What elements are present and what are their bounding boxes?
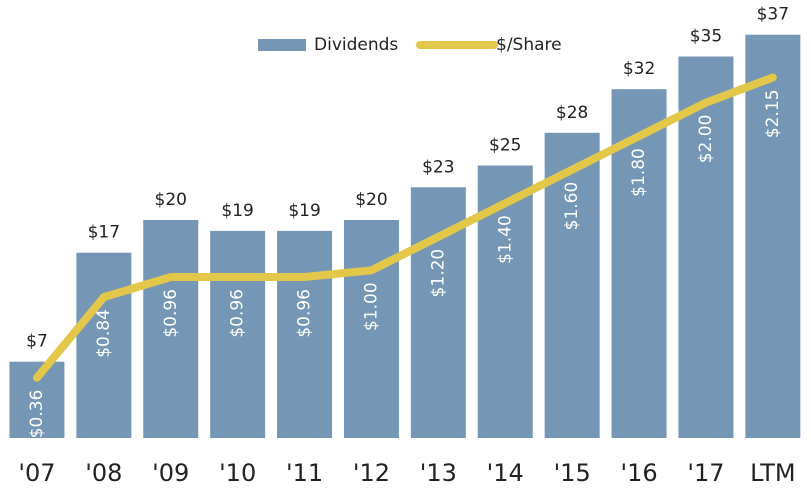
bar	[277, 230, 333, 438]
x-tick-label: '14	[487, 459, 524, 487]
bar-value-label: $32	[623, 59, 655, 79]
line-value-label: $1.40	[495, 215, 515, 264]
bar	[678, 56, 734, 438]
x-tick-label: '17	[687, 459, 724, 487]
line-value-label: $2.15	[763, 89, 783, 138]
x-tick-label: '08	[85, 459, 122, 487]
line-value-label: $1.60	[562, 182, 582, 231]
x-tick-label: '09	[152, 459, 189, 487]
bar	[210, 230, 266, 438]
bar	[544, 132, 600, 439]
line-value-label: $2.00	[696, 115, 716, 164]
line-value-label: $0.96	[161, 289, 181, 338]
line-value-label: $1.20	[428, 249, 448, 298]
x-tick-label: '16	[620, 459, 657, 487]
bar-value-label: $35	[690, 27, 722, 47]
x-tick-label: '13	[420, 459, 457, 487]
line-value-label: $0.96	[228, 289, 248, 338]
x-tick-label: '12	[353, 459, 390, 487]
line-value-label: $0.96	[295, 289, 315, 338]
legend-label: Dividends	[314, 35, 398, 55]
line-value-label: $0.36	[27, 390, 47, 439]
bar	[76, 252, 132, 438]
bar-value-label: $19	[288, 201, 320, 221]
x-tick-label: '07	[18, 459, 55, 487]
legend-swatch	[258, 39, 306, 51]
bar-value-label: $7	[26, 332, 48, 352]
legend-label: $/Share	[496, 35, 562, 55]
bar-value-label: $17	[88, 223, 120, 243]
line-value-label: $0.84	[94, 309, 114, 358]
x-tick-label: '10	[219, 459, 256, 487]
line-value-label: $1.80	[629, 148, 649, 197]
bar	[343, 220, 399, 438]
x-tick-label: LTM	[750, 459, 795, 487]
bar	[143, 220, 199, 438]
bar-value-label: $20	[355, 190, 387, 210]
x-tick-label: '11	[286, 459, 323, 487]
bar-value-label: $23	[422, 157, 454, 177]
bar-value-label: $25	[489, 136, 521, 156]
bar	[745, 34, 801, 438]
bar-value-label: $20	[155, 190, 187, 210]
bar-value-label: $37	[757, 5, 789, 25]
bar-value-label: $19	[221, 201, 253, 221]
line	[32, 73, 777, 382]
bar-value-label: $28	[556, 103, 588, 123]
line-value-label: $1.00	[361, 282, 381, 331]
x-tick-label: '15	[554, 459, 591, 487]
